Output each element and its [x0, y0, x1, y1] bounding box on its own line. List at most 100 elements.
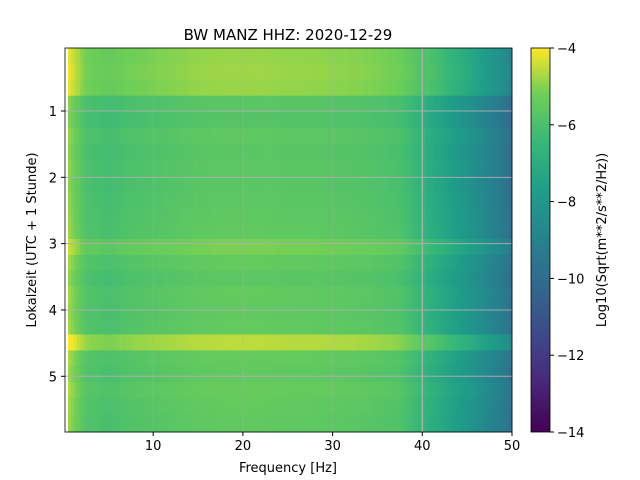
heatmap-cell: [104, 398, 109, 415]
heatmap-cell: [186, 95, 192, 113]
heatmap-cell: [198, 79, 203, 97]
heatmap-cell: [73, 127, 78, 145]
heatmap-cell: [340, 207, 345, 224]
heatmap-cell: [216, 286, 221, 304]
heatmap-cell: [355, 254, 360, 272]
heatmap-cell: [100, 95, 106, 113]
heatmap-cell: [358, 207, 363, 224]
heatmap-cell: [467, 286, 472, 304]
heatmap-cell: [351, 382, 356, 399]
heatmap-cell: [261, 366, 266, 383]
heatmap-cell: [373, 63, 378, 81]
heatmap-cell: [194, 270, 199, 288]
heatmap-cell: [104, 143, 109, 160]
heatmap-cell: [160, 175, 165, 192]
heatmap-cell: [73, 318, 78, 336]
heatmap-cell: [321, 302, 326, 320]
heatmap-cell: [239, 159, 244, 176]
heatmap-cell: [366, 382, 371, 399]
heatmap-cell: [298, 223, 304, 240]
heatmap-cell: [280, 175, 285, 192]
heatmap-cell: [426, 270, 431, 288]
heatmap-cell: [426, 143, 431, 160]
heatmap-cell: [175, 318, 180, 336]
heatmap-cell: [298, 127, 304, 145]
heatmap-cell: [190, 366, 195, 383]
heatmap-cell: [474, 223, 479, 240]
heatmap-cell: [138, 175, 143, 192]
heatmap-cell: [437, 63, 442, 81]
heatmap-cell: [504, 254, 509, 272]
heatmap-cell: [485, 143, 491, 160]
heatmap-cell: [175, 270, 180, 288]
heatmap-cell: [317, 175, 322, 192]
heatmap-cell: [343, 159, 349, 176]
heatmap-cell: [336, 159, 341, 176]
heatmap-cell: [79, 350, 84, 367]
heatmap-cell: [145, 191, 150, 208]
heatmap-cell: [332, 366, 337, 383]
heatmap-cell: [336, 127, 341, 145]
heatmap-cell: [246, 111, 251, 129]
heatmap-cell: [343, 175, 349, 192]
heatmap-cell: [429, 175, 435, 192]
heatmap-cell: [433, 159, 438, 176]
heatmap-cell: [291, 239, 296, 256]
heatmap-cell: [194, 398, 199, 415]
heatmap-cell: [265, 318, 270, 336]
heatmap-cell: [100, 48, 106, 65]
heatmap-cell: [474, 48, 479, 65]
heatmap-cell: [216, 175, 221, 192]
heatmap-cell: [362, 398, 367, 415]
heatmap-cell: [73, 334, 78, 351]
heatmap-cell: [317, 398, 322, 415]
heatmap-cell: [145, 63, 150, 81]
heatmap-cell: [467, 63, 472, 81]
heatmap-cell: [317, 350, 322, 367]
heatmap-cell: [470, 63, 476, 81]
heatmap-cell: [399, 382, 405, 399]
heatmap-cell: [93, 223, 98, 240]
heatmap-cell: [355, 95, 360, 113]
heatmap-cell: [108, 366, 113, 383]
heatmap-cell: [302, 382, 307, 399]
heatmap-cell: [242, 254, 248, 272]
heatmap-cell: [463, 302, 468, 320]
heatmap-cell: [183, 254, 188, 272]
heatmap-cell: [478, 270, 483, 288]
heatmap-cell: [493, 414, 498, 433]
heatmap-cell: [418, 175, 423, 192]
heatmap-cell: [418, 254, 423, 272]
heatmap-cell: [384, 254, 390, 272]
heatmap-cell: [500, 350, 506, 367]
heatmap-cell: [149, 366, 154, 383]
heatmap-cell: [384, 398, 390, 415]
heatmap-cell: [497, 286, 502, 304]
heatmap-cell: [336, 350, 341, 367]
heatmap-cell: [504, 318, 509, 336]
heatmap-cell: [403, 48, 408, 65]
heatmap-cell: [347, 95, 352, 113]
heatmap-cell: [119, 159, 124, 176]
heatmap-cell: [452, 382, 457, 399]
heatmap-cell: [164, 223, 169, 240]
heatmap-cell: [115, 239, 121, 256]
heatmap-cell: [168, 48, 173, 65]
heatmap-cell: [67, 286, 72, 304]
heatmap-cell: [336, 63, 341, 81]
heatmap-cell: [254, 286, 259, 304]
heatmap-cell: [212, 127, 218, 145]
heatmap-cell: [493, 63, 498, 81]
heatmap-cell: [399, 350, 405, 367]
heatmap-cell: [414, 111, 420, 129]
heatmap-cell: [325, 127, 330, 145]
heatmap-cell: [489, 239, 494, 256]
heatmap-cell: [276, 270, 281, 288]
heatmap-cell: [403, 239, 408, 256]
heatmap-cell: [89, 239, 94, 256]
heatmap-cell: [70, 382, 75, 399]
heatmap-cell: [97, 207, 102, 224]
heatmap-cell: [340, 334, 345, 351]
heatmap-cell: [433, 318, 438, 336]
heatmap-cell: [429, 302, 435, 320]
